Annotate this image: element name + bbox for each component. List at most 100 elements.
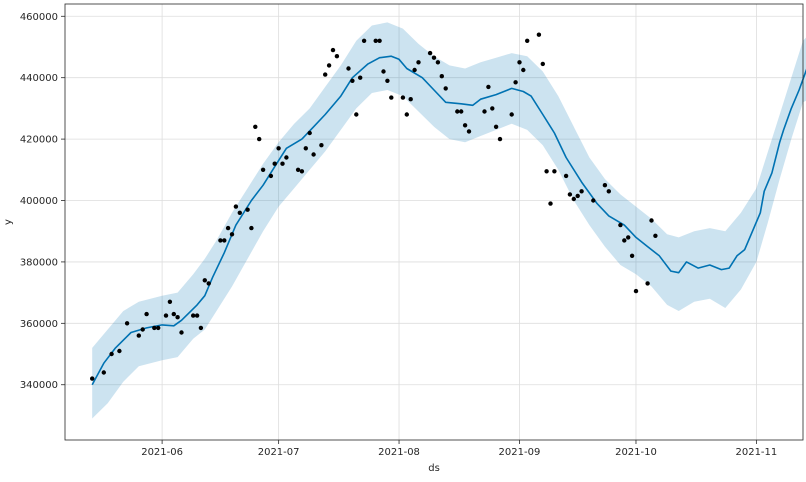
observed-point [540, 61, 545, 67]
observed-point [517, 60, 522, 65]
observed-point [90, 376, 95, 381]
observed-points [90, 32, 658, 381]
observed-point [280, 161, 285, 166]
observed-point [552, 169, 557, 174]
observed-point [140, 327, 145, 332]
axes: 2021-06 2021-07 2021-08 2021-09 2021-10 2021-… [20, 3, 804, 458]
observed-point [257, 136, 262, 142]
observed-point [156, 325, 161, 331]
observed-point [633, 288, 639, 294]
observed-point [206, 281, 211, 286]
observed-point [591, 198, 596, 203]
observed-point [334, 54, 340, 59]
observed-point [361, 38, 367, 43]
observed-point [563, 173, 569, 179]
observed-point [602, 183, 608, 188]
observed-point [404, 112, 409, 117]
observed-point [389, 95, 394, 100]
y-tick-label: 400000 [20, 196, 58, 207]
observed-point [427, 50, 433, 56]
observed-point [319, 143, 324, 148]
uncertainty-band [92, 22, 806, 419]
observed-point [571, 196, 576, 202]
observed-point [260, 167, 266, 172]
observed-point [358, 75, 363, 80]
observed-point [167, 299, 173, 304]
observed-point [455, 109, 460, 114]
observed-point [303, 146, 308, 151]
observed-point [330, 47, 336, 53]
observed-point [253, 124, 258, 129]
plot-frame [64, 3, 804, 441]
x-tick-label: 2021-11 [735, 447, 777, 458]
observed-point [400, 95, 406, 100]
observed-point [117, 348, 122, 354]
observed-point [490, 106, 495, 111]
observed-point [435, 60, 441, 65]
x-tick-label: 2021-10 [615, 447, 657, 458]
observed-point [579, 189, 584, 194]
observed-point [486, 84, 491, 90]
observed-point [194, 313, 200, 318]
observed-point [136, 333, 141, 338]
observed-point [459, 109, 464, 114]
observed-point [408, 97, 413, 102]
yhat-line [91, 55, 806, 386]
y-tick-label: 420000 [20, 135, 58, 146]
observed-point [191, 313, 196, 318]
observed-point [462, 123, 468, 128]
observed-point [163, 313, 169, 318]
observed-point [237, 210, 242, 215]
y-tick-label: 380000 [20, 257, 58, 268]
observed-point [311, 152, 316, 157]
observed-point [377, 38, 382, 43]
observed-point [513, 80, 518, 85]
observed-point [416, 60, 421, 65]
observed-point [171, 311, 176, 317]
observed-point [649, 218, 654, 223]
y-axis-label: y [3, 219, 14, 225]
uncertainty-interval [92, 22, 806, 419]
observed-point [653, 233, 658, 238]
observed-point [276, 146, 281, 151]
observed-point [536, 32, 542, 37]
observed-point [373, 38, 378, 43]
observed-point [249, 225, 254, 231]
observed-point [412, 67, 417, 73]
observed-point [482, 109, 487, 114]
y-tick-label: 360000 [20, 319, 58, 330]
observed-point [175, 315, 180, 320]
observed-point [323, 72, 328, 77]
observed-point [525, 38, 530, 43]
observed-point [179, 330, 184, 335]
observed-point [101, 370, 107, 375]
observed-point [202, 278, 207, 283]
observed-point [575, 193, 580, 199]
observed-point [272, 161, 277, 166]
observed-point [521, 67, 526, 73]
x-tick-label: 2021-08 [378, 447, 420, 458]
observed-point [431, 55, 437, 60]
observed-point [466, 129, 472, 134]
observed-point [548, 201, 553, 206]
observed-point [307, 130, 312, 136]
observed-point [295, 167, 301, 172]
observed-point [606, 189, 611, 194]
observed-point [225, 225, 231, 231]
forecast-line [91, 55, 806, 386]
x-tick-label: 2021-06 [141, 447, 183, 458]
observed-point [385, 78, 390, 84]
x-tick-label: 2021-09 [499, 447, 541, 458]
observed-point [152, 325, 157, 331]
observed-point [229, 232, 235, 237]
observed-point [645, 281, 650, 286]
observed-point [124, 321, 130, 326]
observed-point [629, 253, 635, 258]
y-tick-label: 440000 [20, 73, 58, 84]
observed-point [497, 136, 503, 142]
observed-point [622, 238, 627, 243]
observed-point [544, 169, 549, 174]
observed-point [493, 124, 499, 129]
